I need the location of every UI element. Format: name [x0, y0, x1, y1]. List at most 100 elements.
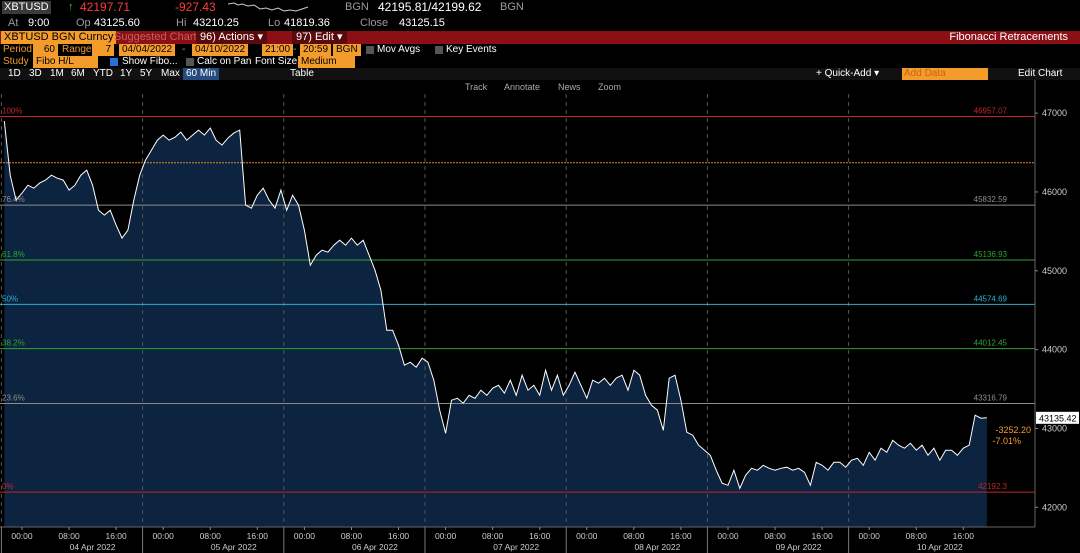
edit-chart[interactable]: Edit Chart [1018, 68, 1063, 79]
period-input[interactable]: 60 [33, 44, 58, 56]
fib-level-label: 23.6% [2, 393, 25, 402]
source-input[interactable]: BGN [333, 44, 361, 56]
fib-level-label: 76.4% [2, 195, 25, 204]
fib-level-value: 43316.79 [974, 393, 1008, 402]
net-change: -927.43 [175, 0, 216, 14]
last-price: 42197.71 [80, 0, 131, 14]
start-date[interactable]: 04/04/2022 [119, 44, 176, 56]
y-tick-label: 44000 [1042, 345, 1067, 355]
actions-menu[interactable]: 96) Actions ▾ [196, 31, 267, 44]
open-label: Op [76, 17, 91, 29]
chart: Track Annotate News Zoom 100% 46957.07 76.4% 45… [0, 80, 1079, 553]
close-value: 43125.15 [399, 17, 445, 29]
x-tick-label: 08:00 [764, 531, 786, 541]
separator: - [182, 44, 186, 55]
period-label: Period [3, 44, 32, 55]
key-events[interactable]: Key Events [446, 44, 497, 55]
x-tick-label: 16:00 [953, 531, 975, 541]
x-tick-label: 00:00 [11, 531, 33, 541]
net-change-label: -3252.20 [995, 425, 1031, 435]
fib-level-label: 0% [2, 482, 14, 491]
security[interactable]: XBTUSD BGN Curncy [1, 31, 117, 44]
mov-avgs[interactable]: Mov Avgs [377, 44, 421, 55]
start-time[interactable]: 21:00 [262, 44, 294, 56]
range-button[interactable]: 1D [8, 68, 21, 79]
range-button[interactable]: 1Y [120, 68, 133, 79]
x-tick-label: 08:00 [58, 531, 80, 541]
range-button[interactable]: YTD [93, 68, 113, 79]
show-fibo[interactable]: Show Fibo... [122, 56, 178, 67]
separator: - [293, 44, 297, 55]
calc-on-pan[interactable]: Calc on Pan [197, 56, 252, 67]
fib-level-value: 45832.59 [974, 195, 1008, 204]
source: BGN [500, 1, 524, 13]
range-button[interactable]: 6M [71, 68, 85, 79]
chart-tool[interactable]: News [558, 82, 581, 92]
sparkline [228, 2, 309, 12]
date-label: 06 Apr 2022 [352, 542, 398, 552]
interval-select[interactable]: 60 Min [183, 68, 220, 80]
low-label: Lo [268, 17, 281, 29]
at-time: 9:00 [28, 17, 50, 29]
high-value: 43210.25 [193, 17, 239, 29]
date-label: 08 Apr 2022 [634, 542, 680, 552]
settings-row: Period 60 Range 7 04/04/2022 - 04/10/202… [0, 44, 1080, 56]
range-button[interactable]: Max [161, 68, 180, 79]
x-tick-label: 00:00 [859, 531, 881, 541]
y-tick-label: 46000 [1042, 187, 1067, 197]
suggested-charts[interactable]: Suggested Charts [114, 31, 203, 43]
x-tick-label: 08:00 [341, 531, 363, 541]
up-arrow: ↑ [68, 1, 74, 13]
quick-add[interactable]: + Quick-Add ▾ [816, 68, 880, 79]
end-time[interactable]: 20:59 [300, 44, 332, 56]
edit-menu[interactable]: 97) Edit ▾ [292, 31, 347, 44]
fib-level-value: 44574.69 [974, 294, 1008, 303]
chart-tool[interactable]: Annotate [504, 82, 540, 92]
checkbox[interactable] [435, 46, 443, 54]
area-fill [4, 121, 987, 527]
study-input[interactable]: Fibo H/L [33, 56, 98, 68]
price-line [3, 120, 987, 490]
fib-level-label: 100% [2, 106, 22, 115]
x-tick-label: 16:00 [105, 531, 127, 541]
range-button[interactable]: 1M [50, 68, 64, 79]
bid-ask: 42195.81/42199.62 [378, 0, 482, 14]
x-tick-label: 16:00 [247, 531, 269, 541]
chart-tool[interactable]: Track [465, 82, 488, 92]
ohlc-bar: At 9:00 Op 43125.60 Hi 43210.25 Lo 41819… [0, 16, 1080, 31]
high-label: Hi [176, 17, 187, 29]
font-size-input[interactable]: Medium [298, 56, 355, 68]
end-date[interactable]: 04/10/2022 [192, 44, 249, 56]
range-button[interactable]: 5Y [140, 68, 153, 79]
last-price-box [1036, 411, 1079, 424]
date-label: 04 Apr 2022 [70, 542, 116, 552]
low-value: 41819.36 [284, 17, 330, 29]
chart-tool[interactable]: Zoom [598, 82, 621, 92]
x-tick-label: 00:00 [576, 531, 598, 541]
x-tick-label: 00:00 [294, 531, 316, 541]
x-tick-label: 16:00 [811, 531, 833, 541]
x-tick-label: 08:00 [200, 531, 222, 541]
x-tick-label: 00:00 [717, 531, 739, 541]
open-value: 43125.60 [94, 17, 140, 29]
range-label: Range [62, 44, 92, 55]
date-label: 07 Apr 2022 [493, 542, 539, 552]
checkbox[interactable] [186, 58, 194, 66]
fib-level-value: 42192.3 [978, 482, 1007, 491]
y-tick-label: 42000 [1042, 502, 1067, 512]
table-button[interactable]: Table [290, 68, 314, 79]
last-price-label: 43135.42 [1039, 413, 1077, 423]
font-size-label: Font Size [255, 56, 298, 67]
close-label: Close [360, 17, 389, 29]
x-tick-label: 00:00 [435, 531, 457, 541]
x-tick-label: 16:00 [388, 531, 410, 541]
add-data-input[interactable]: Add Data [902, 68, 988, 80]
checkbox[interactable] [366, 46, 374, 54]
x-tick-label: 16:00 [529, 531, 551, 541]
checkbox[interactable] [110, 58, 118, 66]
range-input[interactable]: 7 [92, 44, 114, 56]
x-tick-label: 00:00 [153, 531, 175, 541]
fib-level-label: 38.2% [2, 339, 25, 348]
range-button[interactable]: 3D [29, 68, 42, 79]
